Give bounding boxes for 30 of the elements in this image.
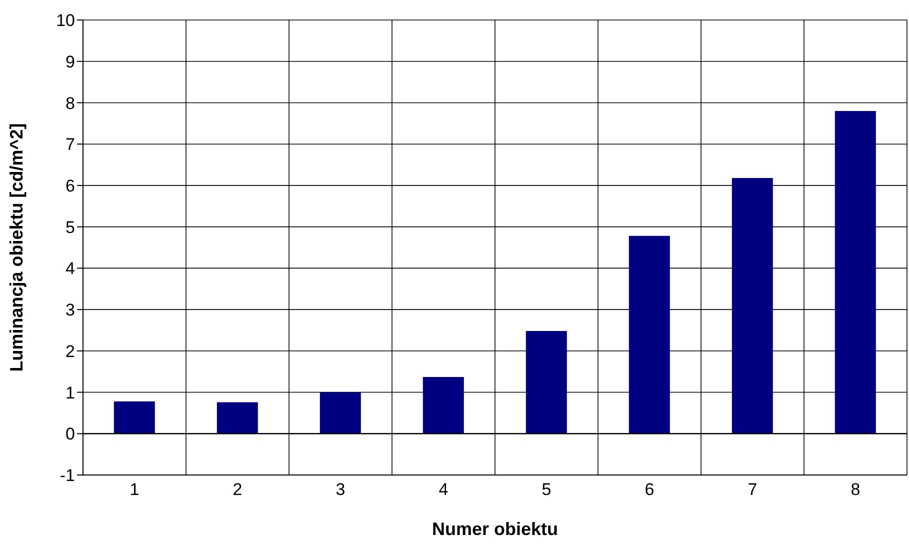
- x-tick-label: 3: [336, 480, 346, 500]
- x-axis-title: Numer obiektu: [432, 519, 558, 539]
- bar: [320, 392, 361, 434]
- x-tick-label: 1: [130, 480, 140, 500]
- y-axis-title: Luminancja obiektu [cd/m^2]: [6, 123, 26, 372]
- y-tick-label: 4: [66, 259, 75, 278]
- y-tick-label: 2: [66, 342, 75, 361]
- y-tick-label: 0: [66, 424, 75, 444]
- y-tick-label: -1: [60, 466, 75, 486]
- x-tick-label: 4: [438, 480, 448, 500]
- x-tick-label: 2: [232, 480, 242, 500]
- y-tick-label: 9: [66, 52, 75, 72]
- y-tick-label: 5: [66, 218, 75, 237]
- y-tick-label: 8: [66, 94, 75, 113]
- bar: [526, 331, 567, 434]
- x-tick-label: 5: [542, 480, 552, 500]
- bar: [422, 376, 464, 434]
- x-tick-label: 8: [850, 480, 860, 500]
- x-tick-label: 7: [748, 480, 758, 500]
- y-tick-label: 3: [66, 300, 75, 320]
- y-tick-label: 7: [66, 135, 75, 154]
- bar: [216, 402, 258, 434]
- x-tick-label: 6: [644, 480, 654, 500]
- y-tick-label: 10: [56, 11, 75, 30]
- bar: [628, 236, 670, 434]
- bar: [732, 178, 773, 434]
- y-tick-label: 1: [66, 383, 75, 402]
- bar: [834, 111, 876, 434]
- bar: [114, 401, 155, 434]
- y-tick-label: 6: [66, 176, 75, 196]
